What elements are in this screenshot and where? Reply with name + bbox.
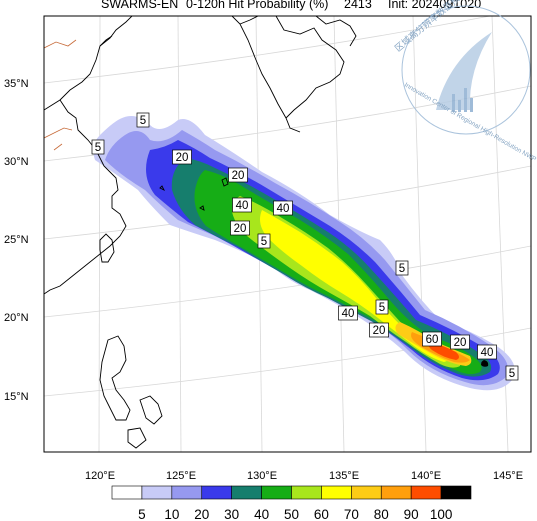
contour-label: 60 (426, 334, 439, 346)
prob-band-100 (481, 360, 489, 367)
colorbar-swatch (440, 485, 472, 500)
lon-label: 130°E (247, 470, 277, 482)
lon-label: 120°E (85, 470, 115, 482)
contour-label-box (450, 334, 470, 350)
contour-label-box (273, 200, 293, 216)
colorbar-tick-label: 80 (374, 507, 389, 521)
colorbar-tick-label: 30 (224, 507, 239, 521)
contour-label: 40 (277, 203, 290, 215)
prob-band-90 (428, 342, 459, 360)
contour-label-box (395, 260, 409, 276)
lat-label: 15°N (4, 391, 29, 403)
lat-label: 30°N (4, 156, 29, 168)
contour-label-box (172, 149, 192, 165)
colorbar-tick-label: 10 (164, 507, 179, 521)
colorbar: 5 10 20 30 40 50 60 70 80 90 100 (111, 485, 472, 521)
colorbar-tick-label: 70 (344, 507, 359, 521)
contour-label-box (477, 344, 497, 360)
swirl-bars-logo-icon (436, 32, 492, 110)
product-name: SWARMS-EN (101, 0, 179, 11)
colorbar-swatch (380, 485, 412, 500)
contour-label: 40 (481, 347, 494, 359)
map-title: SWARMS-EN 0-120h Hit Probability (%) 241… (0, 0, 537, 16)
contour-label: 40 (236, 200, 249, 212)
colorbar-swatch (141, 485, 173, 500)
province-boundaries (44, 39, 77, 151)
contour-label-box (232, 197, 252, 213)
colorbar-swatch (410, 485, 442, 500)
colorbar-tick-label: 100 (430, 507, 453, 521)
colorbar-tick-label: 20 (194, 507, 209, 521)
contour-label: 20 (232, 170, 245, 182)
contour-label: 5 (261, 236, 267, 248)
lon-label: 145°E (493, 470, 523, 482)
probability-shading (93, 116, 515, 391)
contour-label-box (91, 139, 105, 155)
contour-label-box (505, 365, 519, 381)
storm-id: 2413 (344, 0, 372, 11)
contour-label: 40 (342, 308, 355, 320)
lat-label: 35°N (4, 78, 29, 90)
contour-label: 5 (379, 302, 385, 314)
colorbar-swatch (321, 485, 352, 500)
contour-label-box (230, 220, 250, 236)
contour-label: 5 (399, 263, 405, 275)
colorbar-tick-label: 5 (138, 507, 146, 521)
colorbar-tick-label: 50 (284, 507, 299, 521)
contour-labels: 5 5 20 20 40 40 20 5 5 40 5 20 60 20 40 5 (91, 112, 519, 381)
colorbar-tick-label: 90 (404, 507, 419, 521)
lon-label: 140°E (411, 470, 441, 482)
colorbar-swatch (111, 485, 143, 500)
contour-label: 5 (509, 368, 515, 380)
init-time: Init: 2024091020 (388, 0, 482, 11)
contour-label-box (338, 305, 358, 321)
colorbar-tick-label: 60 (314, 507, 329, 521)
contour-label-box (422, 331, 442, 347)
colorbar-swatch (351, 485, 382, 500)
contour-label: 20 (454, 337, 467, 349)
map-frame (43, 15, 532, 453)
colorbar-swatch (291, 485, 322, 500)
contour-label: 20 (373, 325, 386, 337)
contour-label-box (136, 112, 150, 128)
lon-label: 135°E (329, 470, 359, 482)
contour-label-box (369, 322, 389, 338)
contour-label: 20 (176, 152, 189, 164)
contour-label: 20 (234, 223, 247, 235)
lat-label: 25°N (4, 234, 29, 246)
colorbar-swatch (231, 485, 262, 500)
colorbar-tick-label: 40 (254, 507, 269, 521)
contour-label-box (228, 167, 248, 183)
colorbar-swatch (171, 485, 203, 500)
contour-label: 5 (95, 142, 101, 154)
coastlines (44, 16, 357, 449)
lon-labels: 120°E 125°E 130°E 135°E 140°E 145°E (85, 470, 523, 482)
lat-labels: 35°N 30°N 25°N 20°N 15°N (4, 78, 29, 403)
colorbar-swatch (201, 485, 232, 500)
contour-label-box (257, 233, 271, 249)
contour-label-box (375, 299, 389, 315)
field-name: 0-120h Hit Probability (%) (186, 0, 329, 11)
colorbar-swatch (261, 485, 292, 500)
contour-label: 5 (140, 115, 146, 127)
prob-band-60 (260, 210, 449, 362)
lon-label: 125°E (166, 470, 196, 482)
lat-label: 20°N (4, 312, 29, 324)
